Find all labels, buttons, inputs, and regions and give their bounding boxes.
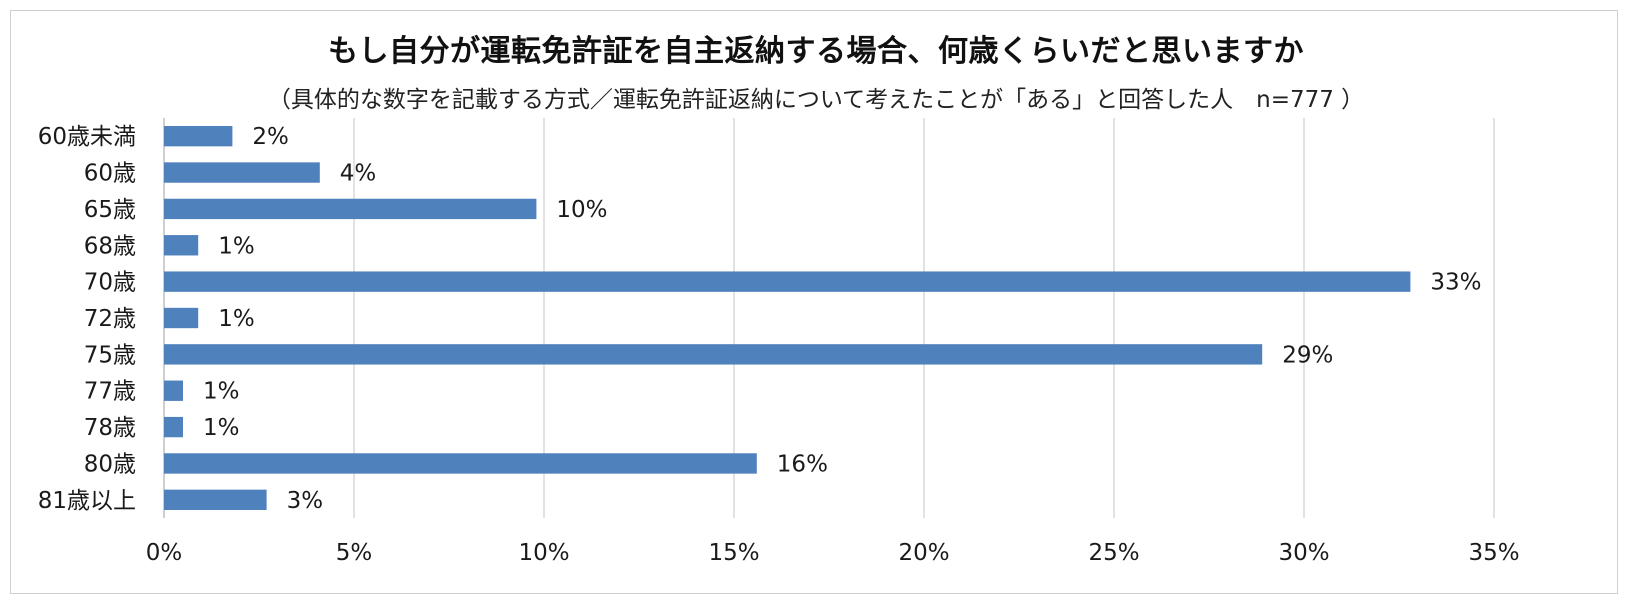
data-labels: 2% 4% 10% 1% 33% 1% 29% 1% 1% 16% 3% bbox=[203, 124, 1482, 514]
category-labels: 60歳未満 60歳 65歳 68歳 70歳 72歳 75歳 77歳 78歳 80歳 81歳以上 bbox=[38, 124, 136, 514]
bar bbox=[164, 344, 1263, 365]
chart-subtitle: （具体的な数字を記載する方式／運転免許証返納について考えたことが「ある」と回答し… bbox=[267, 87, 1365, 113]
bar bbox=[164, 489, 267, 510]
data-label: 1% bbox=[203, 379, 240, 405]
bar bbox=[164, 162, 320, 183]
x-tick-label: 0% bbox=[146, 540, 183, 566]
chart-frame bbox=[10, 10, 1618, 594]
gridlines bbox=[163, 118, 1495, 518]
x-tick-label: 35% bbox=[1468, 540, 1519, 566]
x-axis-tick-labels: 0% 5% 10% 15% 20% 25% 30% 35% bbox=[146, 540, 1520, 566]
category-label: 60歳未満 bbox=[38, 124, 136, 150]
category-label: 78歳 bbox=[84, 415, 136, 441]
x-tick-label: 25% bbox=[1088, 540, 1139, 566]
category-label: 70歳 bbox=[84, 270, 136, 296]
category-label: 80歳 bbox=[84, 451, 136, 477]
bar bbox=[164, 380, 183, 401]
x-tick-label: 20% bbox=[898, 540, 949, 566]
data-label: 33% bbox=[1430, 270, 1481, 296]
data-label: 1% bbox=[203, 415, 240, 441]
data-label: 4% bbox=[340, 161, 377, 187]
bar bbox=[164, 126, 233, 147]
category-label: 75歳 bbox=[84, 342, 136, 368]
data-label: 3% bbox=[287, 488, 324, 514]
x-tick-label: 10% bbox=[518, 540, 569, 566]
data-label: 29% bbox=[1282, 342, 1333, 368]
bars bbox=[164, 126, 1411, 510]
chart-title: もし自分が運転免許証を自主返納する場合、何歳くらいだと思いますか bbox=[328, 34, 1304, 69]
bar bbox=[164, 198, 537, 220]
bar bbox=[164, 271, 1411, 292]
data-label: 1% bbox=[218, 306, 255, 332]
data-label: 10% bbox=[556, 197, 607, 223]
bar bbox=[164, 307, 199, 329]
x-tick-label: 5% bbox=[336, 540, 373, 566]
category-label: 77歳 bbox=[84, 379, 136, 405]
category-label: 68歳 bbox=[84, 233, 136, 259]
category-label: 81歳以上 bbox=[38, 488, 136, 514]
data-label: 2% bbox=[252, 124, 289, 150]
category-label: 72歳 bbox=[84, 306, 136, 332]
category-label: 60歳 bbox=[84, 161, 136, 187]
data-label: 16% bbox=[777, 451, 828, 477]
x-tick-label: 30% bbox=[1278, 540, 1329, 566]
bar bbox=[164, 416, 183, 438]
bar bbox=[164, 453, 757, 474]
category-label: 65歳 bbox=[84, 197, 136, 223]
data-label: 1% bbox=[218, 233, 255, 259]
bar bbox=[164, 235, 199, 256]
x-tick-label: 15% bbox=[708, 540, 759, 566]
